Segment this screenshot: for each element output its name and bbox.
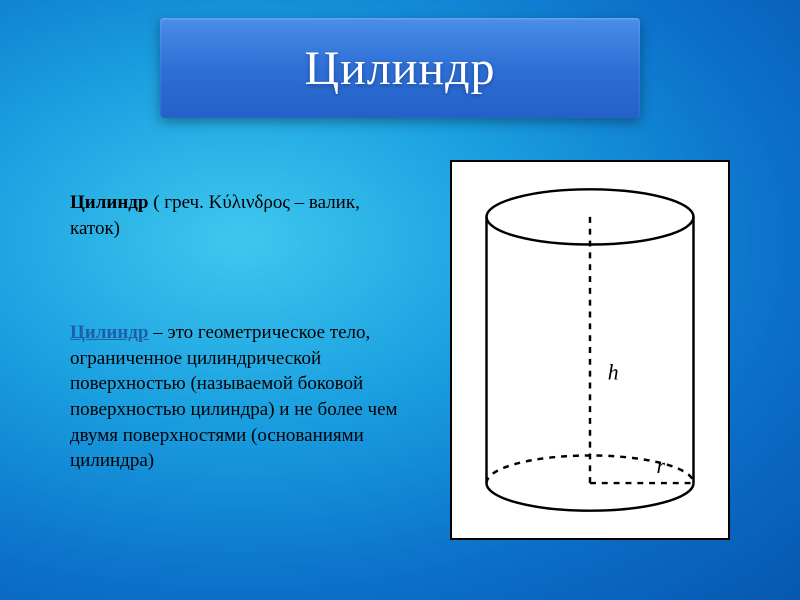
- etymology-block: Цилиндр ( греч. Κύλινδρος – валик, каток…: [70, 190, 380, 241]
- cylinder-bottom-front-arc: [487, 483, 694, 511]
- cylinder-top-ellipse: [487, 189, 694, 244]
- r-label: r: [657, 454, 666, 478]
- title-bar: Цилиндр: [160, 18, 640, 118]
- definition-term: Цилиндр: [70, 322, 148, 343]
- etymology-term: Цилиндр: [70, 192, 148, 213]
- h-label: h: [608, 361, 619, 385]
- cylinder-diagram-panel: h r: [450, 160, 730, 540]
- slide-title: Цилиндр: [304, 41, 495, 96]
- definition-block: Цилиндр – это геометрическое тело, огран…: [70, 320, 400, 474]
- cylinder-svg: h r: [452, 165, 728, 535]
- definition-text: – это геометрическое тело, ограниченное …: [70, 322, 398, 471]
